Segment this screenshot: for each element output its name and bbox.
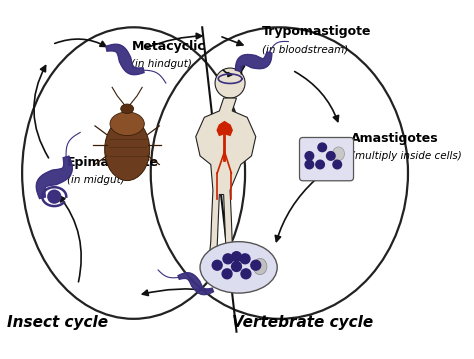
Ellipse shape (200, 242, 277, 293)
Circle shape (232, 252, 241, 262)
Circle shape (223, 254, 233, 264)
Polygon shape (217, 122, 232, 135)
Text: Trypomastigote: Trypomastigote (262, 25, 372, 38)
Circle shape (316, 160, 324, 169)
Polygon shape (106, 44, 144, 75)
Polygon shape (36, 156, 73, 199)
Circle shape (241, 269, 251, 279)
Circle shape (327, 151, 335, 160)
Circle shape (232, 262, 241, 271)
Text: Amastigotes: Amastigotes (351, 132, 439, 145)
Text: (multiply inside cells): (multiply inside cells) (351, 151, 462, 162)
Circle shape (48, 190, 61, 203)
Circle shape (251, 260, 261, 270)
Ellipse shape (110, 112, 144, 136)
Circle shape (222, 269, 232, 279)
Circle shape (305, 151, 314, 160)
Circle shape (305, 160, 314, 169)
Circle shape (333, 160, 342, 169)
FancyBboxPatch shape (300, 137, 354, 181)
Ellipse shape (105, 118, 150, 181)
Polygon shape (178, 273, 213, 295)
Polygon shape (196, 98, 256, 251)
Circle shape (318, 143, 327, 151)
Ellipse shape (333, 147, 345, 160)
Text: Epimastigote: Epimastigote (67, 156, 159, 169)
Text: (in hindgut): (in hindgut) (131, 59, 192, 69)
Ellipse shape (121, 104, 134, 113)
Circle shape (212, 260, 222, 270)
Circle shape (240, 254, 250, 264)
Polygon shape (236, 52, 272, 71)
Text: Metacyclic: Metacyclic (131, 40, 205, 53)
Text: Vertebrate cycle: Vertebrate cycle (232, 314, 374, 330)
Text: Insect cycle: Insect cycle (7, 314, 108, 330)
Text: (in midgut): (in midgut) (67, 175, 125, 185)
Text: (in bloodstream): (in bloodstream) (262, 44, 348, 54)
Ellipse shape (253, 258, 267, 275)
Circle shape (215, 68, 245, 98)
